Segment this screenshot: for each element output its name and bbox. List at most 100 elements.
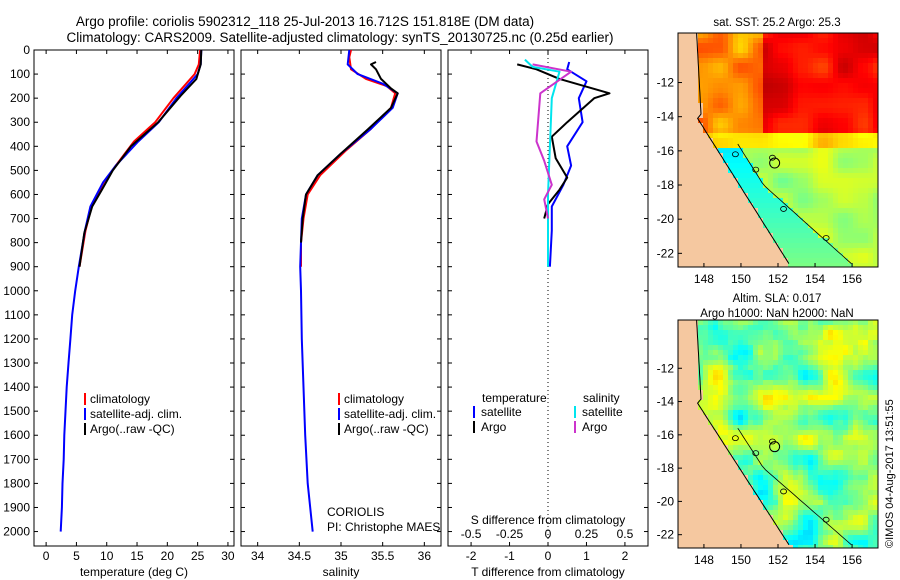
map-cell	[773, 93, 779, 99]
map-cell	[798, 360, 804, 366]
map-cell	[863, 178, 869, 184]
map-cell	[763, 198, 769, 204]
map-cell	[873, 248, 878, 254]
map-cell	[708, 63, 714, 69]
map-cell	[768, 138, 774, 144]
map-cell	[838, 330, 844, 336]
map-cell	[788, 163, 794, 169]
map-cell	[833, 440, 839, 446]
map-cell	[818, 63, 824, 69]
map-cell	[703, 103, 709, 109]
map-cell	[778, 350, 784, 356]
map-cell	[688, 545, 694, 548]
map-cell	[818, 188, 824, 194]
map-cell	[843, 193, 849, 199]
map-cell	[823, 208, 829, 214]
map-cell	[828, 118, 834, 124]
map-cell	[858, 335, 864, 341]
map-cell	[838, 133, 844, 139]
map-cell	[678, 53, 684, 59]
map-cell	[693, 183, 699, 189]
map-cell	[713, 223, 719, 229]
map-cell	[853, 208, 859, 214]
map-cell	[693, 248, 699, 254]
map-cell	[678, 415, 684, 421]
map-cell	[848, 183, 854, 189]
map-cell	[823, 460, 829, 466]
map-cell	[863, 500, 869, 506]
map-cell	[833, 223, 839, 229]
map-cell	[743, 535, 749, 541]
map-cell	[863, 68, 869, 74]
map-cell	[698, 148, 704, 154]
salinity-xlabel: salinity	[323, 565, 360, 579]
map-cell	[803, 108, 809, 114]
map-cell	[693, 545, 699, 548]
map-cell	[723, 173, 729, 179]
map-cell	[858, 108, 864, 114]
map-cell	[688, 500, 694, 506]
map-cell	[758, 445, 764, 451]
map-cell	[808, 228, 814, 234]
map-cell	[838, 365, 844, 371]
map-cell	[873, 455, 878, 461]
map-cell	[828, 485, 834, 491]
map-cell	[843, 390, 849, 396]
map-cell	[823, 63, 829, 69]
map-cell	[693, 465, 699, 471]
map-cell	[758, 370, 764, 376]
map-cell	[693, 380, 699, 386]
map-cell	[763, 213, 769, 219]
map-cell	[818, 78, 824, 84]
map-cell	[783, 320, 789, 326]
map-cell	[853, 490, 859, 496]
map-cell	[753, 385, 759, 391]
map-cell	[838, 405, 844, 411]
map-cell	[703, 515, 709, 521]
map-cell	[688, 238, 694, 244]
map-cell	[743, 500, 749, 506]
map-cell	[808, 68, 814, 74]
map-cell	[718, 475, 724, 481]
map-cell	[828, 505, 834, 511]
map-cell	[728, 350, 734, 356]
map-cell	[803, 98, 809, 104]
map-cell	[753, 395, 759, 401]
map-cell	[858, 535, 864, 541]
map-cell	[773, 485, 779, 491]
map-cell	[778, 38, 784, 44]
map-cell	[683, 128, 689, 134]
map-cell	[688, 183, 694, 189]
map-cell	[708, 243, 714, 249]
map-cell	[768, 158, 774, 164]
map-cell	[843, 440, 849, 446]
map-cell	[683, 228, 689, 234]
map-cell	[858, 98, 864, 104]
map-cell	[678, 183, 684, 189]
map-cell	[728, 435, 734, 441]
map-cell	[828, 143, 834, 149]
map-cell	[703, 455, 709, 461]
map-cell	[808, 335, 814, 341]
map-cell	[713, 405, 719, 411]
map-cell	[798, 460, 804, 466]
map-cell	[743, 390, 749, 396]
map-cell	[793, 178, 799, 184]
map-cell	[748, 375, 754, 381]
map-cell	[738, 148, 744, 154]
map-cell	[813, 495, 819, 501]
map-cell	[803, 148, 809, 154]
map-cell	[678, 203, 684, 209]
map-cell	[838, 163, 844, 169]
map-cell	[693, 233, 699, 239]
map-cell	[738, 395, 744, 401]
map-cell	[738, 143, 744, 149]
map-cell	[753, 515, 759, 521]
map-cell	[723, 335, 729, 341]
map-cell	[703, 410, 709, 416]
map-cell	[718, 380, 724, 386]
map-cell	[753, 460, 759, 466]
map-cell	[868, 233, 874, 239]
map-cell	[798, 78, 804, 84]
map-cell	[873, 495, 878, 501]
